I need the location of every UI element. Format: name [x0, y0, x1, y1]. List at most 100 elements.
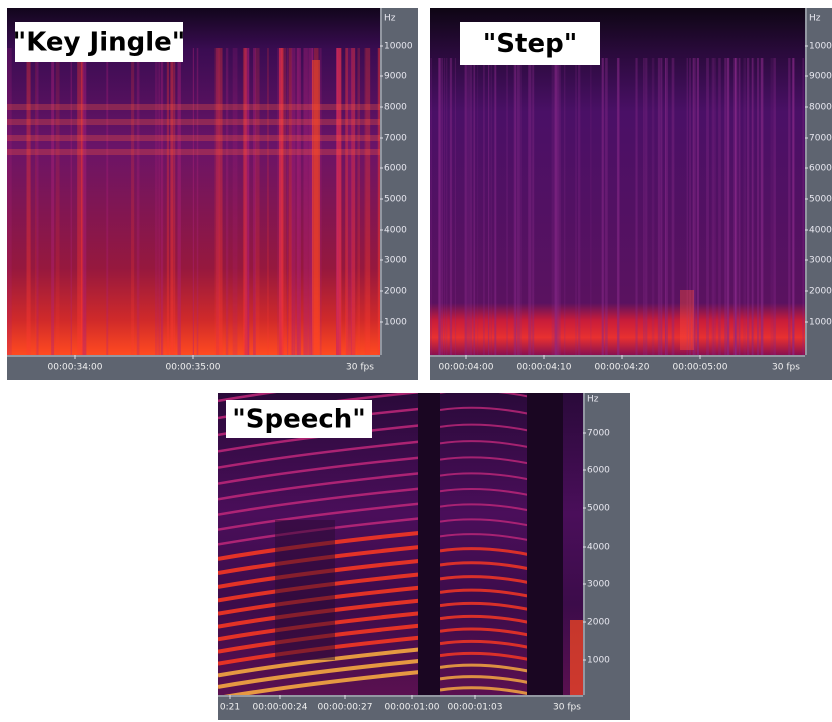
x-tick-label: 00:00:34:00: [48, 363, 103, 373]
y-axis-strip: [805, 8, 832, 355]
noise: [275, 520, 335, 660]
gap: [418, 393, 440, 695]
streak: [734, 58, 737, 355]
streak: [441, 58, 444, 355]
streak: [672, 58, 675, 355]
streak: [617, 58, 619, 355]
streak: [494, 58, 496, 355]
streak: [494, 58, 497, 355]
streak: [319, 48, 322, 355]
streak: [515, 58, 517, 355]
streak: [449, 58, 452, 355]
streak: [35, 48, 37, 355]
streak: [751, 58, 755, 355]
streak: [290, 48, 294, 355]
harmonic: [439, 627, 531, 637]
streak: [346, 48, 348, 355]
streak: [788, 58, 791, 355]
streak: [734, 58, 738, 355]
streak: [55, 48, 60, 355]
frame-rate: 30 fps: [346, 363, 374, 373]
y-tick-label: 10000: [809, 42, 832, 52]
frame-rate: 30 fps: [772, 363, 800, 373]
streak: [788, 58, 790, 355]
harmonic: [218, 440, 421, 469]
streak: [351, 48, 356, 355]
x-tick-label: 00:00:35:00: [166, 363, 221, 373]
y-tick-label: 7000: [809, 134, 832, 144]
streak: [770, 58, 774, 355]
streak: [377, 48, 380, 355]
harmonic: [439, 423, 531, 432]
streak: [747, 58, 750, 355]
y-tick-label: 2000: [587, 618, 610, 628]
streak: [519, 58, 522, 355]
harmonic: [218, 472, 421, 501]
y-tick-label: 3000: [809, 256, 832, 266]
harmonic: [440, 393, 531, 398]
harmonic: [218, 658, 421, 689]
y-unit: Hz: [809, 14, 821, 24]
frame-rate: 30 fps: [553, 703, 581, 713]
y-tick-label: 4000: [809, 226, 832, 236]
streak: [77, 48, 83, 355]
y-tick-label: 4000: [587, 543, 610, 553]
streak: [556, 58, 560, 355]
y-tick-label: 7000: [384, 134, 407, 144]
harmonic: [439, 675, 531, 685]
streak: [253, 48, 256, 355]
streak: [192, 48, 194, 355]
streak: [287, 48, 289, 355]
streak: [490, 58, 492, 355]
harmonic: [439, 518, 531, 527]
streak: [82, 48, 87, 355]
streak: [686, 58, 688, 355]
y-tick-label: 3000: [384, 256, 407, 266]
streak: [513, 58, 516, 355]
panel-title: "Key Jingle": [13, 28, 186, 58]
streak: [531, 58, 534, 355]
harmonic: [439, 601, 531, 612]
y-tick-label: 9000: [384, 72, 407, 82]
time-strip: [430, 355, 832, 380]
streak: [216, 48, 220, 355]
streak: [337, 48, 342, 355]
streak: [345, 48, 348, 355]
streak: [225, 48, 229, 355]
y-tick-label: 1000: [587, 656, 610, 666]
streak: [351, 48, 356, 355]
streak: [336, 48, 342, 355]
band: [7, 135, 380, 141]
streak: [196, 48, 199, 355]
streak: [281, 48, 284, 355]
streak: [713, 58, 716, 355]
streak: [292, 48, 295, 355]
streak: [528, 58, 532, 355]
spectrogram: [430, 8, 805, 355]
harmonic: [439, 561, 531, 571]
streak: [82, 48, 87, 355]
harmonic: [439, 547, 531, 557]
streak: [214, 48, 218, 355]
streak: [357, 48, 361, 355]
streak: [706, 58, 709, 355]
streak: [449, 58, 453, 355]
streak: [277, 48, 282, 355]
x-tick-label: 00:00:04:20: [595, 363, 650, 373]
spectrogram-panel: Hz 10000 9000 8000 7000 6000 5000 4000 3000 2000 1…: [7, 8, 418, 380]
harmonic: [218, 456, 421, 485]
streak: [551, 58, 555, 355]
streak: [657, 58, 661, 355]
streak: [605, 58, 608, 355]
streak: [347, 48, 352, 355]
streak: [575, 58, 578, 355]
streak: [247, 48, 250, 355]
streak: [590, 58, 592, 355]
x-tick-label: 00:00:01:03: [448, 703, 503, 713]
streak: [218, 48, 223, 355]
spectrogram-panel: Hz 7000 6000 5000 4000 3000 2000 1000 0:21 00:00:…: [218, 393, 630, 720]
streak: [279, 48, 284, 355]
streak: [718, 58, 720, 355]
harmonic: [439, 456, 531, 465]
